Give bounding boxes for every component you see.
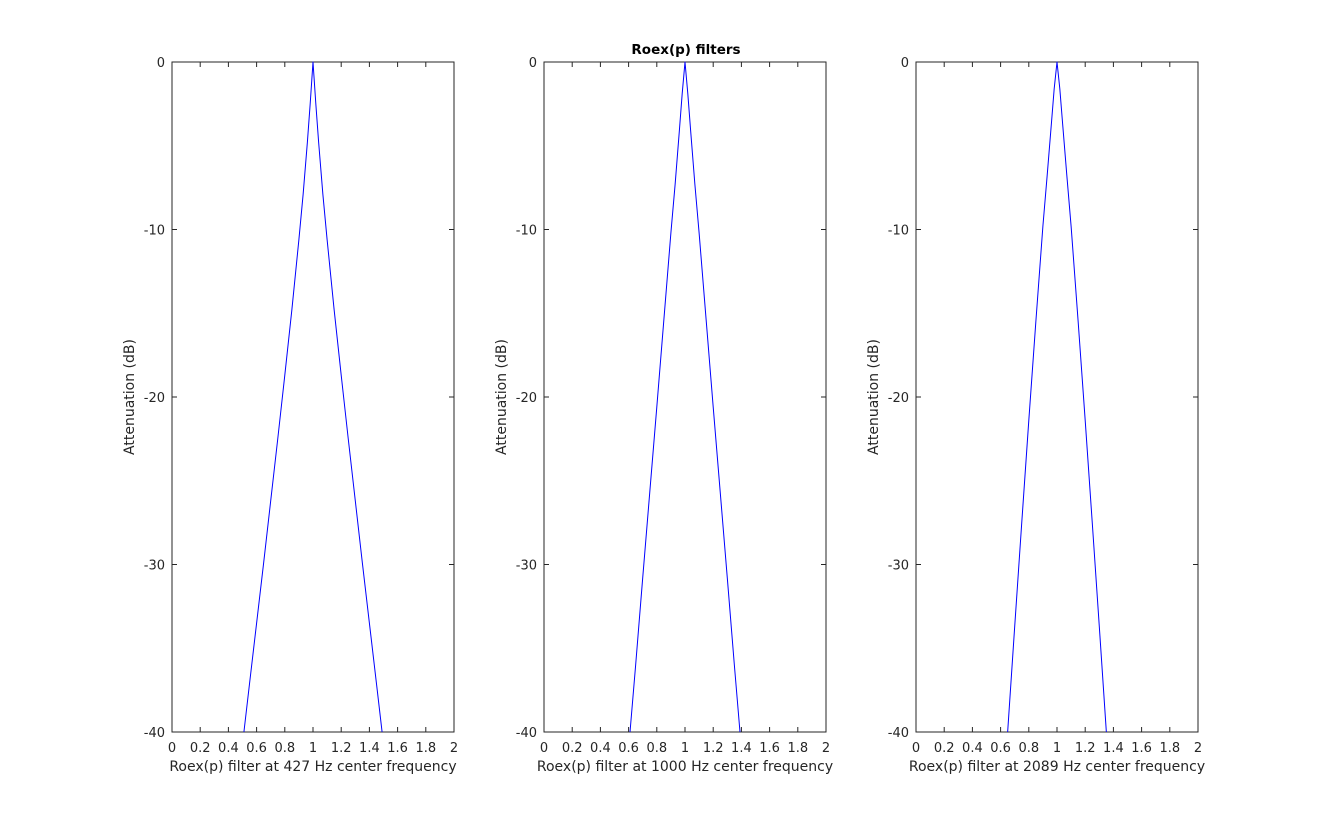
- x-tick-label: 0.8: [1018, 741, 1039, 756]
- y-tick-label: -40: [516, 726, 537, 741]
- y-tick-label: -40: [888, 726, 909, 741]
- x-tick-label: 0: [168, 741, 176, 756]
- y-tick-label: -30: [516, 559, 537, 574]
- x-tick-label: 0.8: [646, 741, 667, 756]
- x-axis-label: Roex(p) filter at 427 Hz center frequenc…: [169, 759, 456, 775]
- x-tick-label: 1.8: [787, 741, 808, 756]
- subplots-group: 0 0.2 0.4 0.6 0.8 1 1.2 1.4 1.6 1.8 2 -40 -30 -20 -10 0…: [122, 56, 1205, 775]
- y-tick-label: -30: [144, 559, 165, 574]
- x-tick-label: 0.4: [962, 741, 983, 756]
- y-tick-label: 0: [157, 56, 165, 71]
- subplot-1: 0 0.2 0.4 0.6 0.8 1 1.2 1.4 1.6 1.8 2 -40 -30 -20 -10 0…: [122, 56, 458, 775]
- subplot-2: 0 0.2 0.4 0.6 0.8 1 1.2 1.4 1.6 1.8 2 -40 -30 -20 -10 0…: [494, 56, 833, 775]
- x-tick-label: 1.8: [1159, 741, 1180, 756]
- x-tick-label: 1.8: [415, 741, 436, 756]
- x-tick-label: 0.2: [190, 741, 211, 756]
- y-tick-label: -20: [144, 391, 165, 406]
- x-tick-label: 0.8: [274, 741, 295, 756]
- x-tick-label: 0.6: [990, 741, 1011, 756]
- x-tick-label: 1: [681, 741, 689, 756]
- x-tick-label: 2: [822, 741, 830, 756]
- series-line: [1007, 61, 1107, 733]
- x-tick-label: 0.4: [590, 741, 611, 756]
- y-tick-label: 0: [901, 56, 909, 71]
- x-tick-label: 0.2: [562, 741, 583, 756]
- x-tick-label: 2: [450, 741, 458, 756]
- x-tick-label: 1.4: [731, 741, 752, 756]
- x-tick-label: 1: [309, 741, 317, 756]
- x-tick-label: 1.6: [387, 741, 408, 756]
- y-tick-label: -20: [888, 391, 909, 406]
- series-line: [629, 61, 741, 733]
- x-tick-label: 1: [1053, 741, 1061, 756]
- x-tick-label: 1.2: [331, 741, 352, 756]
- axes-box: [171, 61, 455, 733]
- x-tick-label: 0: [540, 741, 548, 756]
- x-tick-label: 0.2: [934, 741, 955, 756]
- x-tick-label: 0.6: [618, 741, 639, 756]
- x-tick-label: 1.2: [703, 741, 724, 756]
- x-axis-label: Roex(p) filter at 2089 Hz center frequen…: [909, 759, 1205, 775]
- y-tick-label: -10: [144, 224, 165, 239]
- x-tick-label: 0.4: [218, 741, 239, 756]
- x-tick-label: 1.4: [359, 741, 380, 756]
- y-tick-label: -10: [516, 224, 537, 239]
- x-tick-label: 1.2: [1075, 741, 1096, 756]
- y-tick-label: 0: [529, 56, 537, 71]
- x-tick-label: 1.4: [1103, 741, 1124, 756]
- y-axis-label: Attenuation (dB): [494, 339, 510, 455]
- axes-box: [543, 61, 827, 733]
- x-tick-label: 1.6: [1131, 741, 1152, 756]
- figure-title: Roex(p) filters: [631, 42, 740, 58]
- y-tick-label: -20: [516, 391, 537, 406]
- y-axis-label: Attenuation (dB): [122, 339, 138, 455]
- y-axis-label: Attenuation (dB): [866, 339, 882, 455]
- x-tick-label: 0: [912, 741, 920, 756]
- x-tick-label: 1.6: [759, 741, 780, 756]
- series-line: [243, 61, 383, 733]
- axes-box: [915, 61, 1199, 733]
- x-axis-label: Roex(p) filter at 1000 Hz center frequen…: [537, 759, 833, 775]
- x-tick-label: 2: [1194, 741, 1202, 756]
- y-tick-label: -30: [888, 559, 909, 574]
- subplot-3: 0 0.2 0.4 0.6 0.8 1 1.2 1.4 1.6 1.8 2 -40 -30 -20 -10 0…: [866, 56, 1205, 775]
- y-tick-label: -40: [144, 726, 165, 741]
- x-tick-label: 0.6: [246, 741, 267, 756]
- y-tick-label: -10: [888, 224, 909, 239]
